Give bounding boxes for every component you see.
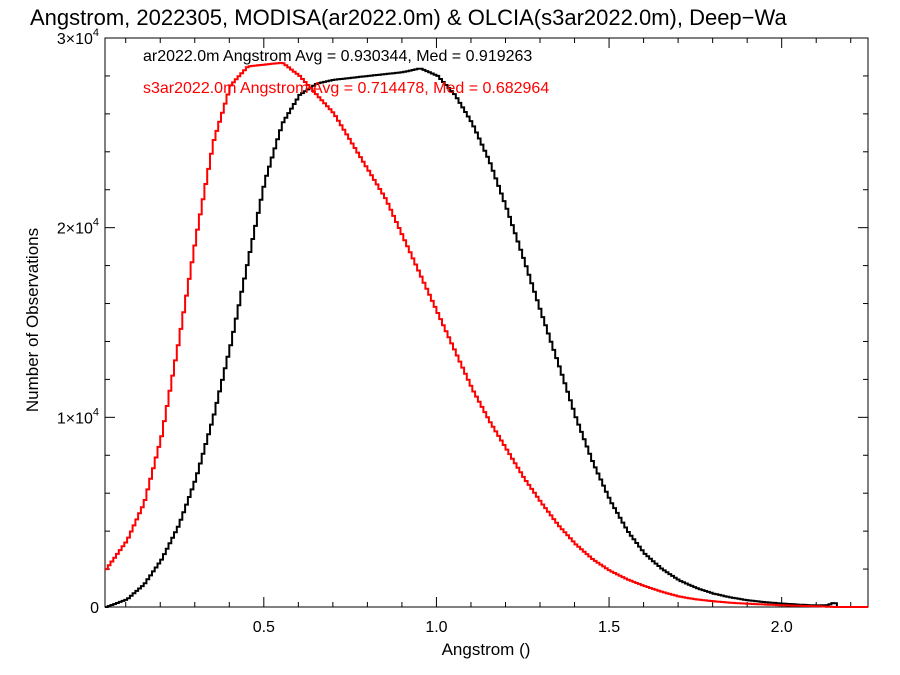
legend-entry-modisa: ar2022.0m Angstrom Avg = 0.930344, Med =… (143, 48, 532, 65)
x-tick-label: 2.0 (771, 619, 793, 636)
y-axis-label: Number of Observations (23, 228, 42, 412)
y-tick-label: 0 (90, 600, 99, 617)
y-tick-label: 2×104 (57, 217, 99, 238)
chart-title: Angstrom, 2022305, MODISA(ar2022.0m) & O… (30, 5, 787, 30)
series-line-modisa (105, 67, 868, 608)
x-axis-label: Angstrom () (442, 640, 531, 659)
y-tick-label: 3×104 (57, 27, 99, 48)
series-line-olcia (105, 61, 868, 608)
x-tick-label: 0.5 (253, 619, 275, 636)
axes: 0.5 1.0 1.5 2.0 0 1×104 2×104 3×104 (57, 27, 869, 636)
series-lines (105, 61, 868, 608)
x-tick-label: 1.0 (425, 619, 447, 636)
y-tick-label: 1×104 (57, 406, 99, 427)
x-tick-label: 1.5 (598, 619, 620, 636)
legend-entry-olcia: s3ar2022.0m Angstrom Avg = 0.714478, Med… (143, 80, 549, 97)
plot-frame (104, 37, 869, 608)
